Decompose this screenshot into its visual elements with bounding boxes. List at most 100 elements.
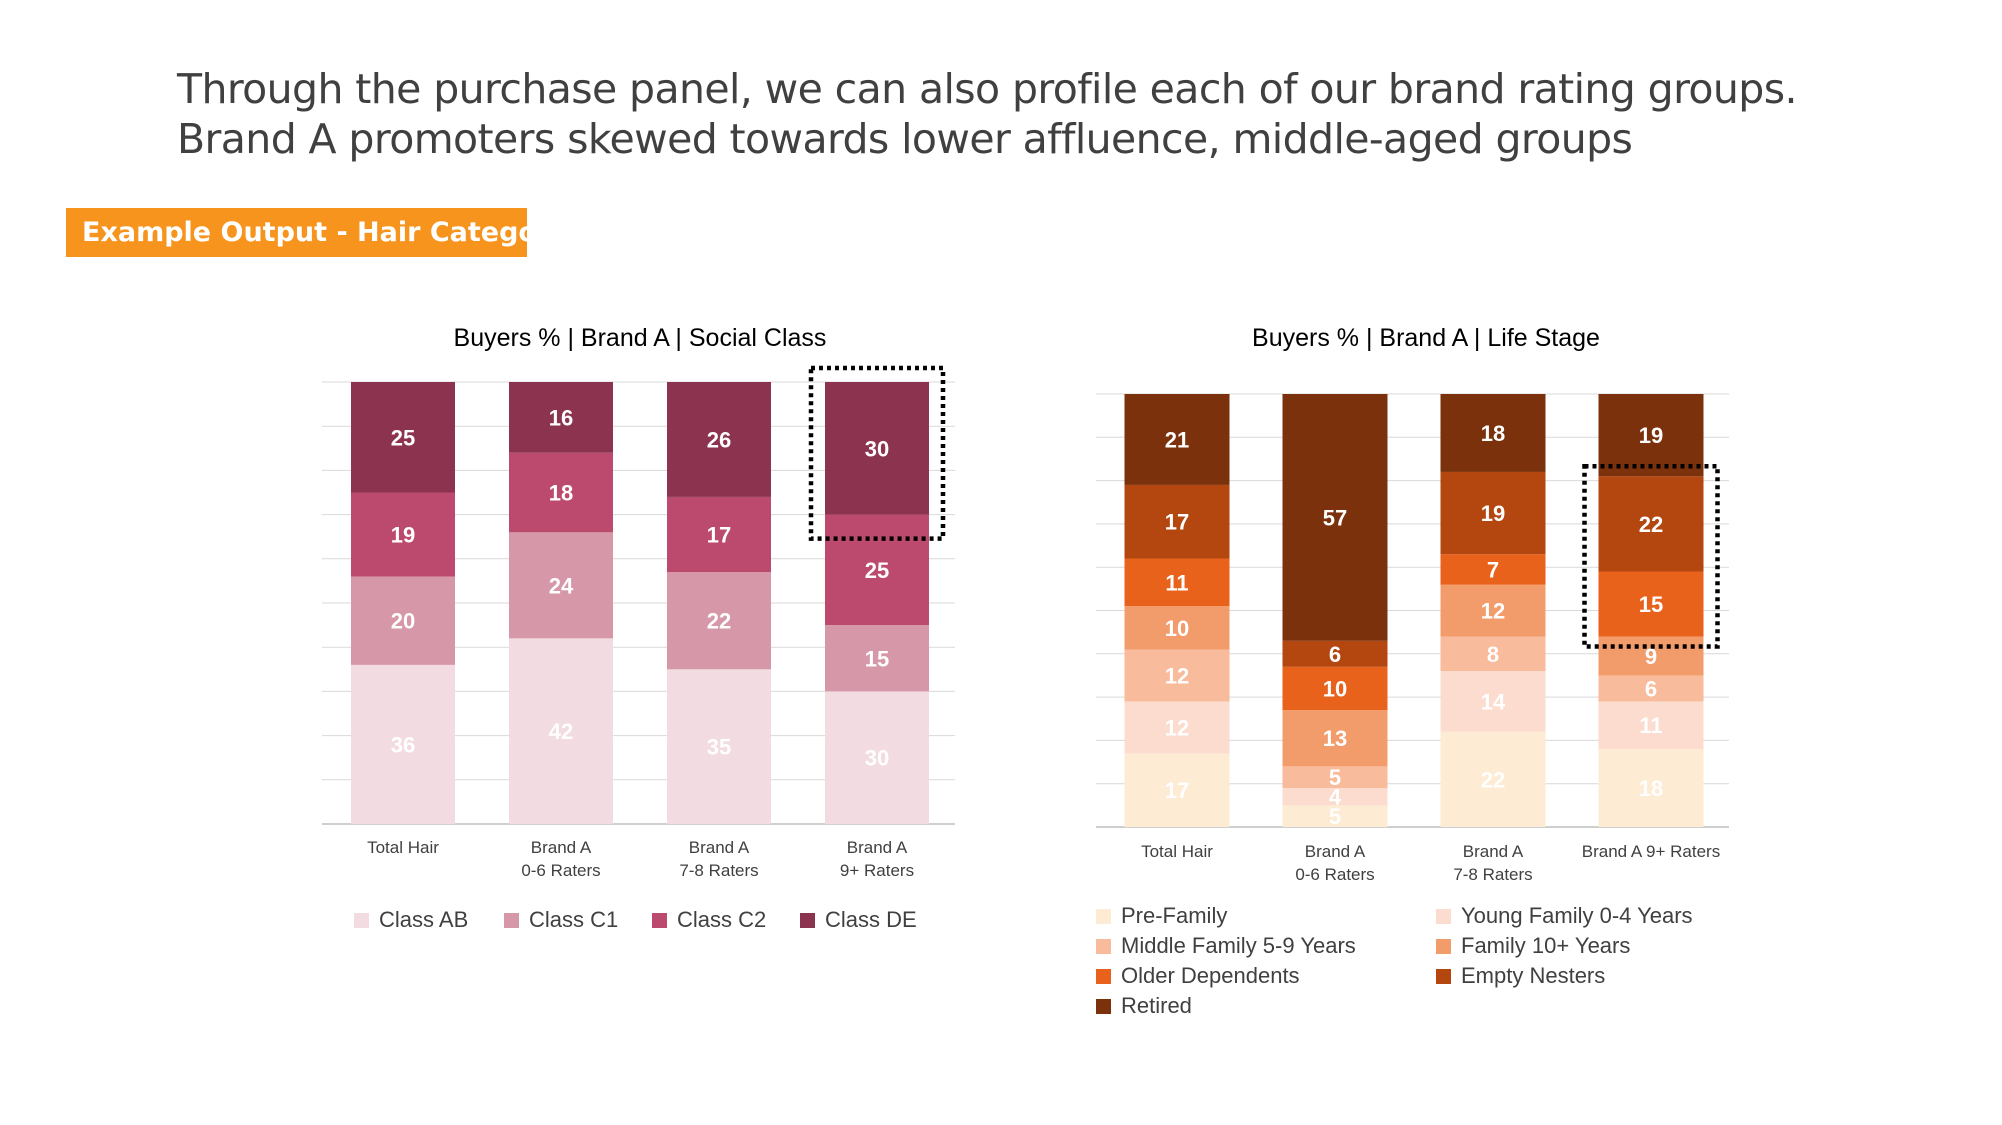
bar-segment-older-dependents — [1282, 666, 1388, 711]
data-label: 42 — [549, 719, 573, 744]
bar-segment-class-de — [351, 382, 455, 493]
bar-segment-class-ab — [509, 638, 613, 824]
bar-segment-middle-family-5-9-years — [1282, 766, 1388, 789]
data-label: 14 — [1481, 689, 1506, 714]
bar-segment-pre-family — [1124, 753, 1230, 827]
legend-swatch-class-ab — [354, 913, 369, 928]
bar-segment-older-dependents — [1440, 554, 1546, 585]
legend-swatch-pre-family — [1096, 909, 1111, 924]
bar-segment-class-ab — [825, 691, 929, 824]
bar-segment-older-dependents — [1124, 558, 1230, 607]
bar-segment-family-10-years — [1440, 584, 1546, 637]
chart-title: Buyers % | Brand A | Life Stage — [1252, 324, 1600, 352]
x-tick-label: 0-6 Raters — [521, 861, 600, 880]
example-output-tag: Example Output - Hair Category — [66, 208, 568, 257]
legend-label: Older Dependents — [1121, 963, 1300, 988]
bar-segment-pre-family — [1282, 805, 1388, 827]
bar-segment-middle-family-5-9-years — [1440, 636, 1546, 672]
data-label: 21 — [1165, 427, 1189, 452]
data-label: 5 — [1329, 804, 1341, 829]
data-label: 7 — [1487, 557, 1499, 582]
legend-label: Empty Nesters — [1461, 963, 1605, 988]
data-label: 35 — [707, 735, 731, 760]
bar-segment-class-c1 — [667, 572, 771, 670]
bar-segment-retired — [1124, 394, 1230, 485]
bar-segment-empty-nesters — [1598, 476, 1704, 572]
legend-swatch-family-10-years — [1436, 939, 1451, 954]
data-label: 6 — [1645, 676, 1657, 701]
x-tick-label: Brand A — [531, 838, 592, 857]
bar-segment-empty-nesters — [1440, 471, 1546, 555]
bar-segment-retired — [1440, 394, 1546, 472]
legend-label: Class C2 — [677, 907, 766, 932]
x-tick-label: 7-8 Raters — [1453, 865, 1532, 884]
legend-label: Young Family 0-4 Years — [1461, 903, 1693, 928]
data-label: 13 — [1323, 726, 1347, 751]
data-label: 18 — [549, 481, 573, 506]
data-label: 12 — [1165, 715, 1189, 740]
data-label: 11 — [1639, 713, 1662, 738]
legend-label: Class C1 — [529, 907, 618, 932]
highlight-box — [1582, 464, 1720, 649]
bar-segment-young-family-0-4-years — [1124, 701, 1230, 754]
data-label: 17 — [707, 522, 731, 547]
x-tick-label: 9+ Raters — [840, 861, 914, 880]
bar-segment-class-c1 — [351, 576, 455, 665]
bar-segment-family-10-years — [1598, 636, 1704, 676]
data-label: 22 — [707, 609, 731, 634]
bar-segment-pre-family — [1598, 749, 1704, 827]
headline-line-1: Through the purchase panel, we can also … — [177, 65, 1798, 113]
legend-label: Middle Family 5-9 Years — [1121, 933, 1356, 958]
life-stage-chart: Buyers % | Brand A | Life Stage 17 12 12 10 1… — [1096, 324, 1729, 1018]
bar-segment-class-de — [667, 382, 771, 497]
legend-swatch-class-c2 — [652, 913, 667, 928]
legend-label: Retired — [1121, 993, 1192, 1018]
bar-segment-class-ab — [667, 669, 771, 824]
legend-label: Family 10+ Years — [1461, 933, 1630, 958]
bar-segment-class-c1 — [509, 532, 613, 639]
legend-swatch-class-de — [800, 913, 815, 928]
legend-swatch-retired — [1096, 999, 1111, 1014]
social-class-chart: Buyers % | Brand A | Social Class 36 20 19 2… — [322, 324, 955, 932]
bar-segment-pre-family — [1440, 731, 1546, 827]
data-label: 12 — [1481, 599, 1505, 624]
x-tick-label: Total Hair — [1141, 842, 1213, 861]
data-label: 24 — [549, 573, 574, 598]
data-label: 9 — [1645, 644, 1657, 669]
bar-segment-young-family-0-4-years — [1440, 671, 1546, 732]
data-label: 8 — [1487, 642, 1499, 667]
data-label: 4 — [1329, 785, 1342, 810]
bar-segment-class-c2 — [825, 514, 929, 626]
x-tick-label: Brand A — [847, 838, 908, 857]
bar-segment-family-10-years — [1282, 710, 1388, 767]
legend-label: Class AB — [379, 907, 468, 932]
bar-segment-class-c2 — [351, 492, 455, 577]
x-tick-label: Brand A — [1305, 842, 1366, 861]
data-label: 19 — [1481, 501, 1505, 526]
data-label: 36 — [391, 732, 415, 757]
legend-swatch-empty-nesters — [1436, 969, 1451, 984]
bar-segment-class-c1 — [825, 625, 929, 692]
data-label: 19 — [1639, 423, 1663, 448]
x-tick-label: 0-6 Raters — [1295, 865, 1374, 884]
data-label: 15 — [1639, 592, 1663, 617]
data-label: 6 — [1329, 642, 1341, 667]
bar-segment-family-10-years — [1124, 606, 1230, 650]
data-label: 22 — [1639, 512, 1663, 537]
data-label: 18 — [1481, 421, 1505, 446]
data-label: 18 — [1639, 776, 1663, 801]
data-label: 26 — [707, 427, 731, 452]
data-label: 57 — [1323, 505, 1347, 530]
data-label: 17 — [1165, 510, 1189, 535]
data-label: 16 — [549, 405, 573, 430]
bar-segment-class-c2 — [667, 496, 771, 573]
x-tick-label: Brand A 9+ Raters — [1582, 842, 1720, 861]
bar-segment-empty-nesters — [1124, 484, 1230, 559]
bar-segment-class-de — [509, 382, 613, 453]
bar-segment-young-family-0-4-years — [1598, 701, 1704, 750]
data-label: 30 — [865, 436, 889, 461]
bar-segment-class-ab — [351, 664, 455, 824]
headline-line-2: Brand A promoters skewed towards lower a… — [177, 115, 1633, 163]
data-label: 20 — [391, 609, 415, 634]
